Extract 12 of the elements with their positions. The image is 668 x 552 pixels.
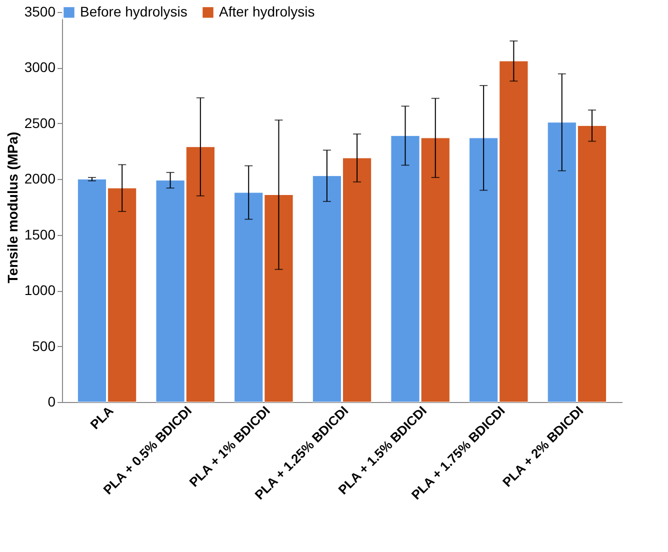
y-axis-title: Tensile modulus (MPa): [4, 132, 20, 284]
y-tick-label: 1500: [24, 226, 56, 242]
y-tick-label: 0: [48, 394, 56, 410]
y-tick-label: 500: [32, 338, 56, 354]
y-tick-label: 2000: [24, 170, 56, 187]
y-tick-label: 3000: [24, 59, 56, 76]
legend-label: Before hydrolysis: [80, 3, 188, 20]
y-tick-label: 1000: [24, 282, 56, 298]
y-tick-label: 2500: [24, 114, 56, 131]
x-tick-label: PLA: [87, 402, 117, 432]
y-tick-label: 3500: [24, 4, 56, 20]
legend-label: After hydrolysis: [219, 3, 315, 20]
